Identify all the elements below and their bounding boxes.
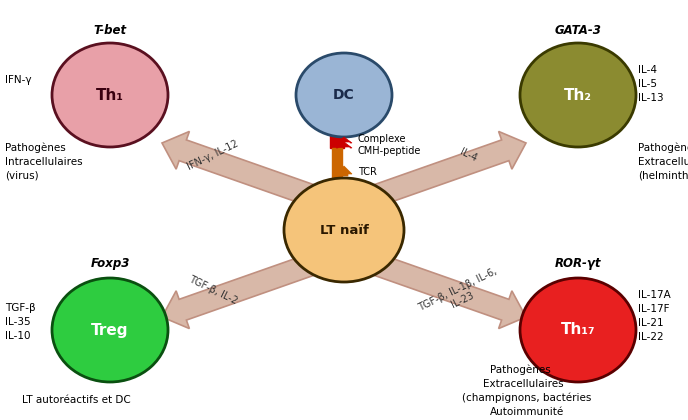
FancyArrow shape <box>374 255 526 328</box>
Text: IL-21: IL-21 <box>638 318 664 328</box>
Text: Pathogènes: Pathogènes <box>490 365 551 375</box>
Text: (helminthes): (helminthes) <box>638 171 688 181</box>
Text: (virus): (virus) <box>5 171 39 181</box>
Text: IL-17F: IL-17F <box>638 304 669 314</box>
Text: LT autoréactifs et DC: LT autoréactifs et DC <box>22 395 131 405</box>
Text: Th₁₇: Th₁₇ <box>561 323 595 338</box>
Text: IL-4: IL-4 <box>458 147 478 163</box>
Text: Pathogènes: Pathogènes <box>638 143 688 153</box>
Text: (champignons, bactéries: (champignons, bactéries <box>462 393 592 403</box>
Text: LT naïf: LT naïf <box>319 223 369 236</box>
Ellipse shape <box>520 278 636 382</box>
Text: GATA-3: GATA-3 <box>555 24 601 37</box>
Text: IL-5: IL-5 <box>638 79 657 89</box>
Text: DC: DC <box>333 88 355 102</box>
Text: CMH-peptide: CMH-peptide <box>358 146 421 156</box>
Ellipse shape <box>52 43 168 147</box>
Ellipse shape <box>52 278 168 382</box>
Text: Pathogènes: Pathogènes <box>5 143 66 153</box>
Text: IL-10: IL-10 <box>5 331 30 341</box>
Text: TCR: TCR <box>358 167 377 177</box>
FancyArrow shape <box>336 142 352 148</box>
Text: IFN-γ, IL-12: IFN-γ, IL-12 <box>186 138 240 172</box>
FancyArrow shape <box>374 131 526 205</box>
Text: TGF-β, IL-2: TGF-β, IL-2 <box>187 274 239 306</box>
Text: TGF-β, IL-1β, IL-6,
IL-23: TGF-β, IL-1β, IL-6, IL-23 <box>416 266 504 324</box>
Text: T-bet: T-bet <box>94 24 127 37</box>
FancyArrow shape <box>162 255 314 328</box>
Text: Complexe: Complexe <box>358 134 407 144</box>
Text: Th₁: Th₁ <box>96 87 124 102</box>
Ellipse shape <box>284 178 404 282</box>
Text: Extracellulaires: Extracellulaires <box>483 379 563 389</box>
Text: IL-22: IL-22 <box>638 332 664 342</box>
FancyArrow shape <box>336 166 352 176</box>
Bar <box>330 135 344 148</box>
Text: Th₂: Th₂ <box>564 87 592 102</box>
Bar <box>332 148 342 178</box>
FancyArrow shape <box>336 137 352 143</box>
Text: ROR-γt: ROR-γt <box>555 257 601 270</box>
Text: IL-35: IL-35 <box>5 317 31 327</box>
Text: Treg: Treg <box>92 323 129 338</box>
Text: IL-17A: IL-17A <box>638 290 671 300</box>
Text: Intracellulaires: Intracellulaires <box>5 157 83 167</box>
Text: IFN-γ: IFN-γ <box>5 75 32 85</box>
Text: Extracellulaires: Extracellulaires <box>638 157 688 167</box>
FancyArrow shape <box>162 131 314 205</box>
Text: TGF-β: TGF-β <box>5 303 36 313</box>
Text: Autoimmunité: Autoimmunité <box>490 407 564 417</box>
Text: IL-13: IL-13 <box>638 93 664 103</box>
Ellipse shape <box>296 53 392 137</box>
Text: IL-4: IL-4 <box>638 65 657 75</box>
Ellipse shape <box>520 43 636 147</box>
Text: Foxp3: Foxp3 <box>90 257 129 270</box>
